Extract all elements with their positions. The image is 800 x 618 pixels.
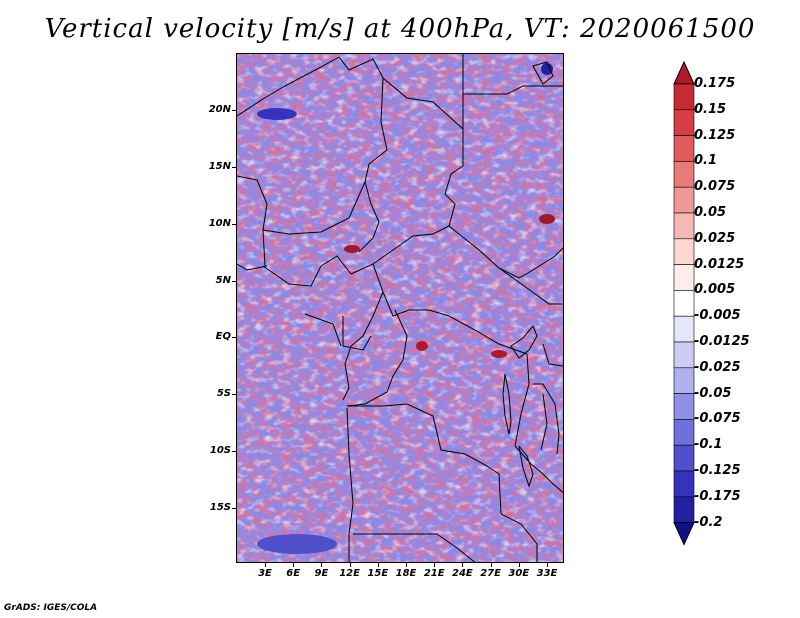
credit-label: GrADS: IGES/COLA	[4, 603, 98, 613]
colorbar-label: 0.15	[694, 101, 727, 117]
lat-label-15n: 15N	[208, 161, 231, 172]
colorbar-label: -0.175	[694, 488, 741, 504]
lon-label-12e: 12E	[339, 568, 360, 579]
country-borders	[237, 54, 563, 562]
colorbar-label: -0.025	[694, 359, 741, 375]
colorbar-segment	[673, 315, 695, 343]
lon-tick	[406, 563, 407, 567]
colorbar-segment	[673, 83, 695, 111]
lat-label-5s: 5S	[216, 388, 231, 399]
lat-tick	[232, 337, 236, 338]
lat-label-5n: 5N	[215, 275, 231, 286]
lon-tick	[321, 563, 322, 567]
colorbar-label: -0.2	[694, 514, 723, 530]
chart-title: Vertical velocity [m/s] at 400hPa, VT: 2…	[44, 14, 756, 44]
lon-tick	[378, 563, 379, 567]
colorbar-label: -0.005	[694, 308, 741, 324]
field-highlights	[237, 54, 564, 563]
colorbar-label: -0.1	[694, 437, 723, 453]
lon-label-30e: 30E	[508, 568, 530, 579]
colorbar-label: 0.005	[694, 282, 736, 298]
colorbar-label: 0.1	[694, 153, 718, 169]
lat-label-eq: EQ	[215, 331, 231, 342]
lon-label-24e: 24E	[452, 568, 473, 579]
lon-tick	[462, 563, 463, 567]
colorbar-segment	[673, 470, 695, 498]
lat-tick	[232, 281, 236, 282]
lon-tick	[293, 563, 294, 567]
lat-tick	[232, 451, 236, 452]
lon-tick	[265, 563, 266, 567]
colorbar-segment	[673, 212, 695, 240]
colorbar-segment	[673, 496, 695, 523]
lon-label-3e: 3E	[258, 568, 272, 579]
lat-tick	[232, 110, 236, 111]
lat-label-15s: 15S	[209, 502, 231, 513]
lon-tick	[491, 563, 492, 567]
colorbar-segment	[673, 341, 695, 369]
colorbar-segment	[673, 161, 695, 188]
colorbar-label: -0.0125	[694, 334, 750, 349]
colorbar-label: 0.025	[694, 230, 736, 246]
lon-label-15e: 15E	[367, 568, 389, 579]
field-background	[237, 54, 563, 562]
lon-label-27e: 27E	[480, 568, 501, 579]
lon-label-33e: 33E	[536, 568, 558, 579]
colorbar-segment	[673, 419, 695, 446]
strong-descent-cells	[257, 63, 555, 554]
colorbar-segment	[673, 264, 695, 291]
colorbar-cap-bottom	[673, 522, 695, 546]
lon-tick	[547, 563, 548, 567]
velocity-field	[237, 54, 564, 563]
colorbar-segment	[673, 444, 695, 472]
colorbar-label: -0.05	[694, 385, 732, 401]
colorbar-segment	[673, 135, 695, 162]
colorbar-segment	[673, 367, 695, 394]
map-panel	[236, 53, 564, 563]
lon-label-21e: 21E	[423, 568, 445, 579]
colorbar	[673, 60, 695, 546]
lon-label-18e: 18E	[395, 568, 417, 579]
colorbar-segment	[673, 393, 695, 420]
lat-label-10s: 10S	[209, 445, 231, 456]
lakes	[502, 61, 554, 488]
colorbar-segment	[673, 290, 695, 317]
lon-label-6e: 6E	[286, 568, 301, 579]
colorbar-cap-top	[673, 60, 695, 85]
lon-label-9e: 9E	[314, 568, 329, 579]
lon-tick	[519, 563, 520, 567]
colorbar-segment	[673, 109, 695, 136]
lat-label-20n: 20N	[208, 104, 231, 115]
colorbar-label: 0.175	[694, 76, 736, 91]
colorbar-label: -0.125	[694, 463, 741, 478]
lat-tick	[232, 508, 236, 509]
colorbar-label: 0.05	[694, 205, 727, 220]
lat-tick	[232, 224, 236, 225]
lon-tick	[350, 563, 351, 567]
colorbar-label: 0.075	[694, 179, 736, 195]
colorbar-label: 0.0125	[694, 256, 745, 272]
colorbar-segment	[673, 238, 695, 265]
lat-label-10n: 10N	[208, 218, 231, 229]
lat-tick	[232, 394, 236, 395]
colorbar-label: -0.075	[694, 411, 741, 427]
lon-tick	[434, 563, 435, 567]
colorbar-segment	[673, 186, 695, 214]
colorbar-label: 0.125	[694, 127, 736, 143]
lat-tick	[232, 167, 236, 168]
